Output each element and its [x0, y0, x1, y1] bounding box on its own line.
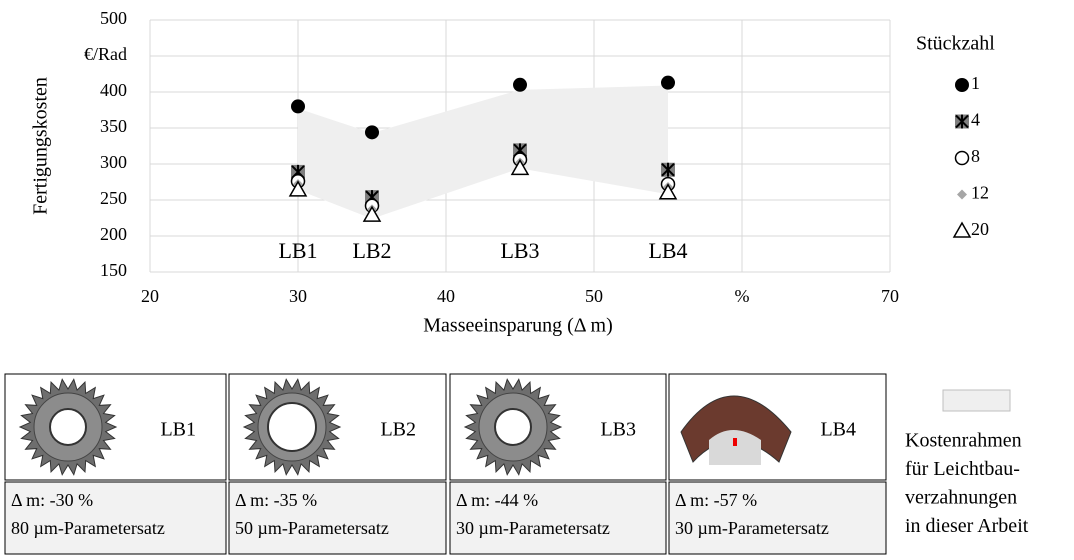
legend-label: 20	[971, 219, 989, 239]
band-legend-label: in dieser Arbeit	[905, 515, 1029, 537]
panel-mass: Δ m: -57 %	[675, 490, 757, 510]
y-tick-label: €/Rad	[84, 44, 127, 64]
panel-label: LB4	[820, 419, 856, 441]
marker-cross	[955, 114, 969, 129]
marker	[513, 77, 527, 92]
panel-label: LB2	[380, 419, 416, 441]
legend-label: 8	[971, 146, 980, 166]
point-label: LB2	[352, 238, 391, 263]
marker	[954, 150, 970, 166]
legend-title: Stückzahl	[916, 33, 995, 55]
y-tick-label: 400	[100, 80, 127, 100]
marker	[661, 75, 675, 90]
panel-text-box	[228, 481, 447, 555]
panel: LB3 Δ m: -44 % 30 µm-Parametersatz	[449, 373, 667, 555]
panel: LB1 Δ m: -30 % 80 µm-Parametersatz	[4, 373, 227, 555]
y-tick-label: 500	[100, 8, 127, 28]
y-tick-label: 200	[100, 224, 127, 244]
panel-label: LB3	[600, 419, 636, 441]
x-tick-label: 20	[141, 286, 159, 306]
panel-mass: Δ m: -44 %	[456, 490, 538, 510]
marker-cross	[661, 162, 675, 177]
point-label: LB3	[500, 238, 539, 263]
y-axis-title: Fertigungskosten	[30, 77, 52, 215]
y-tick-label: 250	[100, 188, 127, 208]
cost-band	[298, 85, 668, 219]
y-tick-label: 150	[100, 260, 127, 280]
marker	[658, 183, 678, 200]
panel: LB4 Δ m: -57 % 30 µm-Parametersatz	[668, 373, 887, 555]
panel-mass: Δ m: -30 %	[11, 490, 93, 510]
marker	[291, 99, 305, 114]
panel-params: 30 µm-Parametersatz	[675, 518, 829, 538]
marker	[955, 78, 969, 92]
y-tick-label: 350	[100, 116, 127, 136]
legend-label: 1	[971, 73, 980, 93]
panel-params: 80 µm-Parametersatz	[11, 518, 165, 538]
panel-text-box	[4, 481, 227, 555]
panel-mass: Δ m: -35 %	[235, 490, 317, 510]
marker	[952, 221, 972, 238]
gear-bore	[49, 408, 87, 446]
marker	[362, 205, 382, 222]
marker	[365, 125, 379, 140]
marker	[510, 158, 530, 176]
band-legend-label: Kostenrahmen	[905, 430, 1022, 452]
panel: LB2 Δ m: -35 % 50 µm-Parametersatz	[228, 373, 447, 555]
panel-text-box	[668, 481, 887, 555]
gear-mark	[733, 438, 737, 446]
gear-bore	[494, 408, 532, 446]
legend-label: 12	[971, 183, 989, 203]
marker	[661, 162, 675, 177]
point-label: LB4	[648, 238, 687, 263]
x-tick-label: 30	[289, 286, 307, 306]
gear-bore	[267, 402, 317, 452]
marker	[288, 180, 308, 197]
y-tick-label: 300	[100, 152, 127, 172]
marker	[957, 189, 967, 200]
panel-params: 30 µm-Parametersatz	[456, 518, 610, 538]
marker	[955, 114, 969, 129]
x-tick-label: 70	[881, 286, 899, 306]
x-axis-title: Masseeinsparung (Δ m)	[423, 315, 613, 337]
legend-label: 4	[971, 110, 980, 130]
point-label: LB1	[278, 238, 317, 263]
gear-inner	[709, 430, 761, 465]
band-legend-label: für Leichtbau-	[905, 458, 1020, 480]
band-legend-swatch	[942, 389, 1011, 412]
x-tick-label: 50	[585, 286, 603, 306]
band-legend-label: verzahnungen	[905, 487, 1017, 509]
x-tick-label: 40	[437, 286, 455, 306]
panel-label: LB1	[160, 419, 196, 441]
panel-text-box	[449, 481, 667, 555]
x-tick-label: %	[735, 286, 750, 306]
panel-params: 50 µm-Parametersatz	[235, 518, 389, 538]
